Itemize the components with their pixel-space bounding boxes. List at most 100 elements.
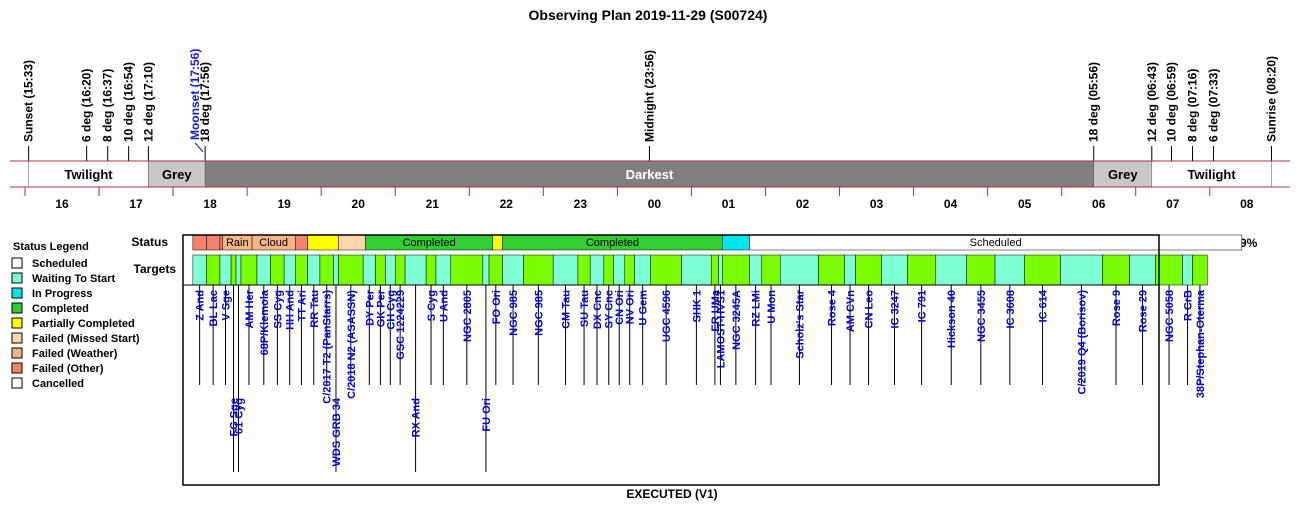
legend-swatch bbox=[11, 257, 23, 269]
plan-title: Observing Plan 2019-11-29 (S00724) bbox=[529, 7, 768, 23]
target-label: SY Cnc bbox=[604, 290, 616, 328]
plan-frame bbox=[182, 234, 1160, 486]
target-block bbox=[362, 254, 376, 286]
target-block bbox=[333, 254, 339, 286]
legend-item-label: Scheduled bbox=[32, 258, 88, 270]
target-label: RX And bbox=[411, 398, 423, 437]
target-label: FG Sge bbox=[229, 398, 241, 437]
legend-item-label: Partially Completed bbox=[32, 318, 135, 330]
target-label: WDS GRB 34 bbox=[331, 397, 343, 466]
legend-item-label: In Progress bbox=[32, 288, 93, 300]
target-block bbox=[319, 254, 334, 286]
target-block bbox=[552, 254, 579, 286]
event-label: Sunrise (08:20) bbox=[1264, 56, 1278, 142]
status-legend: Scheduled Waiting To Start In Progress Comp… bbox=[11, 257, 140, 390]
target-block bbox=[603, 254, 614, 286]
target-label: HH And bbox=[285, 290, 297, 330]
target-block bbox=[613, 254, 626, 286]
event-label: 10 deg (16:54) bbox=[122, 62, 136, 142]
target-label: ER UMa bbox=[710, 289, 722, 331]
target-label: TT Ari bbox=[296, 290, 308, 321]
target-block bbox=[307, 254, 321, 286]
target-block bbox=[935, 254, 967, 286]
hour-label: 01 bbox=[722, 197, 736, 211]
moonset-leader bbox=[194, 142, 204, 153]
target-label: CN Leo bbox=[864, 290, 876, 329]
hour-label: 18 bbox=[203, 197, 217, 211]
target-label: RZ LMi bbox=[751, 290, 763, 327]
status-block bbox=[192, 234, 207, 251]
event-label: 10 deg (06:59) bbox=[1164, 62, 1178, 142]
hour-label: 00 bbox=[648, 197, 662, 211]
target-block bbox=[206, 254, 221, 286]
target-label: S Cyg bbox=[426, 290, 438, 321]
target-block bbox=[450, 254, 484, 286]
target-block bbox=[855, 254, 882, 286]
target-label: C/2018 N2 (ASASSN) bbox=[346, 290, 358, 399]
target-block bbox=[966, 254, 996, 286]
target-label: SS Cyg bbox=[272, 290, 284, 329]
legend-item-label: Failed (Missed Start) bbox=[32, 333, 140, 345]
hour-label: 21 bbox=[426, 197, 440, 211]
target-block bbox=[192, 254, 207, 286]
target-block bbox=[1129, 254, 1156, 286]
legend-swatch bbox=[11, 302, 23, 314]
hour-label: 02 bbox=[796, 197, 810, 211]
target-block bbox=[1192, 254, 1208, 286]
target-label: C/2019 Q4 (Borisov) bbox=[1076, 290, 1088, 395]
moonset-label: Moonset (17:56) bbox=[188, 49, 202, 140]
event-label: 18 deg (05:56) bbox=[1087, 62, 1101, 142]
legend-swatch bbox=[11, 272, 23, 284]
target-block bbox=[488, 254, 503, 286]
legend-swatch bbox=[11, 317, 23, 329]
target-label: Rose 29 bbox=[1138, 290, 1150, 332]
legend-item-label: Cancelled bbox=[32, 378, 84, 390]
event-label: 6 deg (16:20) bbox=[80, 69, 94, 142]
status-block-label: Completed bbox=[403, 237, 456, 249]
event-label: 12 deg (06:43) bbox=[1145, 62, 1159, 142]
status-block bbox=[219, 234, 223, 251]
legend-item-label: Waiting To Start bbox=[32, 273, 115, 285]
target-label: FU Ori bbox=[481, 398, 493, 432]
target-block bbox=[295, 254, 308, 286]
target-block bbox=[780, 254, 819, 286]
target-block bbox=[482, 254, 490, 286]
target-label: U And bbox=[438, 290, 450, 322]
status-section-label: Status bbox=[131, 235, 168, 249]
legend-swatch bbox=[11, 347, 23, 359]
target-label: Z And bbox=[195, 290, 207, 321]
target-block bbox=[722, 254, 750, 286]
target-label: IC 3247 bbox=[889, 290, 901, 329]
legend-item-label: Failed (Other) bbox=[32, 363, 104, 375]
target-label: IC 791 bbox=[917, 290, 929, 322]
hour-label: 04 bbox=[944, 197, 958, 211]
target-label: NGC 3455 bbox=[976, 290, 988, 342]
target-label: Hickson 40 bbox=[946, 290, 958, 348]
event-label: 18 deg (17:56) bbox=[198, 62, 212, 142]
hour-label: 08 bbox=[1240, 197, 1254, 211]
target-block bbox=[749, 254, 763, 286]
target-label: NGC 985 bbox=[533, 290, 545, 336]
target-block bbox=[624, 254, 635, 286]
hour-axis: 16 17 18 19 20 21 22 23 00 01 02 03 04 05 06 07 08 bbox=[24, 187, 1254, 211]
hour-label: 23 bbox=[574, 197, 588, 211]
status-block bbox=[492, 234, 503, 251]
target-label: U Mon bbox=[766, 290, 778, 324]
hour-label: 17 bbox=[129, 197, 143, 211]
hour-label: 06 bbox=[1092, 197, 1106, 211]
legend-swatch bbox=[11, 362, 23, 374]
target-label: NGC 5058 bbox=[1164, 290, 1176, 342]
status-block bbox=[722, 234, 750, 251]
target-block bbox=[523, 254, 554, 286]
hour-label: 16 bbox=[55, 197, 69, 211]
legend-title: Status Legend bbox=[13, 241, 89, 253]
target-label: Rose 9 bbox=[1111, 290, 1123, 326]
target-label: R CrB bbox=[1183, 290, 1195, 321]
target-label: NGC 985 bbox=[508, 290, 520, 336]
target-label: UGC 4596 bbox=[661, 290, 673, 342]
status-block bbox=[338, 234, 366, 251]
target-label: AM Her bbox=[244, 289, 256, 328]
status-block-label: Cloud bbox=[259, 237, 288, 249]
hour-label: 20 bbox=[352, 197, 366, 211]
